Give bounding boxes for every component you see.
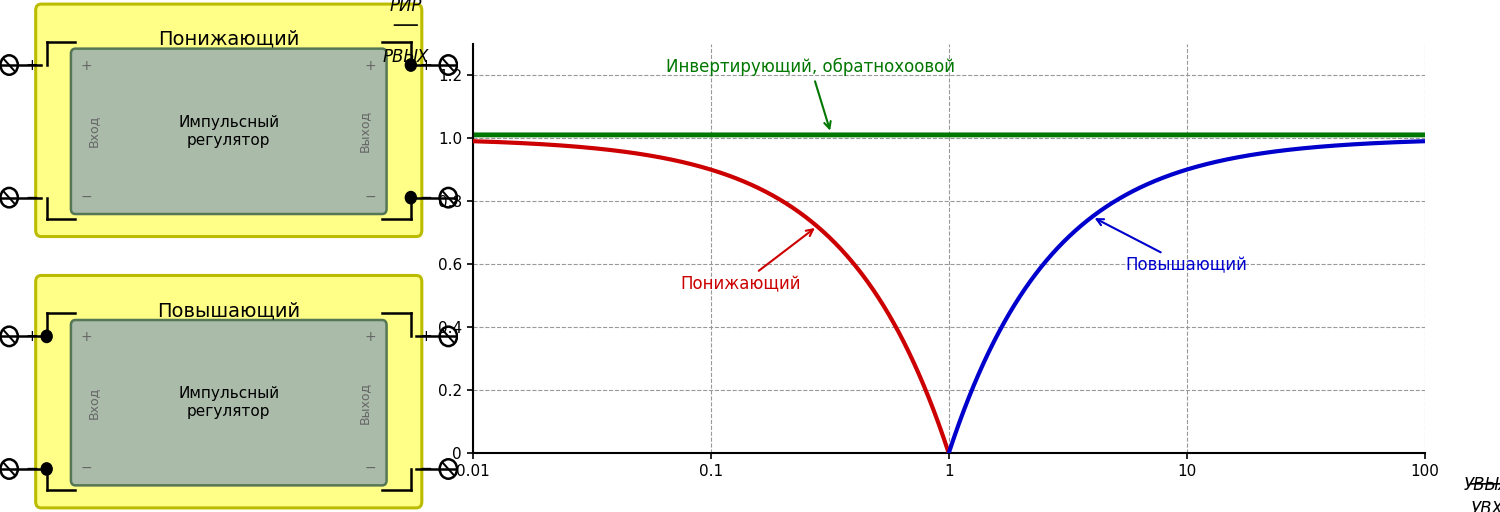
Text: −: − — [420, 461, 432, 477]
Text: Выход: Выход — [476, 97, 489, 144]
Text: УВЫХ: УВЫХ — [1464, 476, 1500, 494]
Text: Вход: Вход — [87, 115, 99, 147]
Text: −: − — [26, 461, 38, 477]
Text: Выход: Выход — [476, 368, 489, 415]
FancyBboxPatch shape — [70, 49, 387, 214]
Text: РВЫХ: РВЫХ — [382, 48, 429, 66]
Text: −: − — [364, 190, 376, 204]
Text: Выход: Выход — [358, 381, 370, 424]
Text: −: − — [26, 190, 38, 205]
Text: −: − — [364, 461, 376, 475]
FancyBboxPatch shape — [70, 320, 387, 485]
Text: −: − — [420, 190, 432, 205]
Text: Понижающий: Понижающий — [158, 30, 300, 49]
Text: Повышающий: Повышающий — [158, 301, 300, 320]
FancyBboxPatch shape — [36, 275, 422, 508]
Text: Импульсный
регулятор: Импульсный регулятор — [178, 115, 279, 147]
Circle shape — [40, 463, 53, 475]
FancyBboxPatch shape — [36, 4, 422, 237]
Text: Импульсный
регулятор: Импульсный регулятор — [178, 387, 279, 419]
Text: Вход: Вход — [87, 387, 99, 419]
Text: +: + — [26, 57, 38, 73]
Text: Понижающий: Понижающий — [681, 229, 813, 293]
Circle shape — [40, 330, 53, 343]
Text: +: + — [420, 329, 432, 344]
Text: +: + — [420, 57, 432, 73]
Circle shape — [405, 59, 417, 71]
Text: −: − — [81, 190, 93, 204]
Text: Повышающий: Повышающий — [1096, 219, 1246, 274]
Text: +: + — [364, 59, 376, 73]
Text: Инвертирующий, обратнохоовой: Инвертирующий, обратнохоовой — [666, 58, 956, 129]
Text: РИР: РИР — [390, 0, 422, 15]
Text: +: + — [364, 330, 376, 344]
Text: УВХ: УВХ — [1470, 500, 1500, 512]
Text: Выход: Выход — [358, 110, 370, 153]
Text: +: + — [81, 330, 93, 344]
Text: +: + — [26, 329, 38, 344]
Text: −: − — [81, 461, 93, 475]
Text: +: + — [81, 59, 93, 73]
Circle shape — [405, 191, 417, 204]
